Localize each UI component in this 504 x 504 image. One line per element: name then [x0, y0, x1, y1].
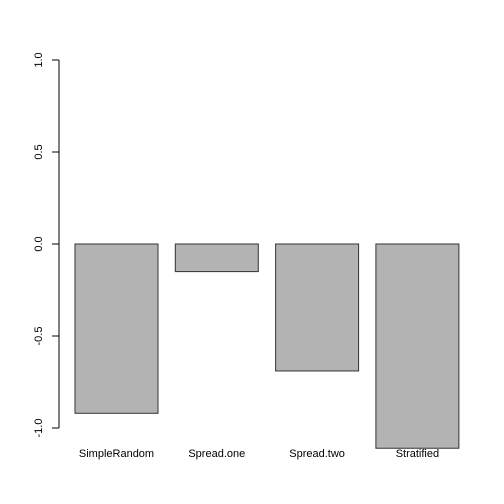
- y-tick-label: 0.0: [33, 236, 45, 251]
- y-tick-label: 1.0: [33, 52, 45, 67]
- bar-spread-two: [275, 243, 360, 372]
- x-category-label: Spread.two: [289, 448, 345, 460]
- y-tick-label: -1.0: [33, 419, 45, 438]
- bar-simplerandom: [74, 243, 159, 414]
- y-tick-label: 0.5: [33, 144, 45, 159]
- y-tick-label: -0.5: [33, 327, 45, 346]
- bar-stratified: [375, 243, 460, 449]
- x-category-label: Spread.one: [188, 448, 245, 460]
- y-axis: -1.0 -0.5 0.0 0.5 1.0: [33, 52, 60, 438]
- x-category-label: SimpleRandom: [79, 448, 154, 460]
- bar-spread-one: [174, 243, 259, 273]
- bars: [74, 243, 460, 449]
- x-axis-labels: SimpleRandom Spread.one Spread.two Stratifi…: [79, 448, 439, 460]
- x-category-label: Stratified: [396, 448, 439, 460]
